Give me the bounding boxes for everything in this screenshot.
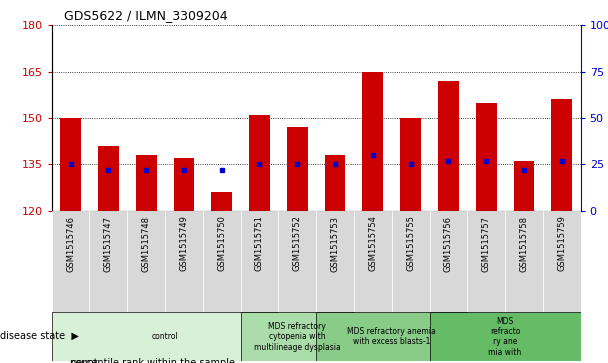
Bar xyxy=(438,81,459,211)
Bar xyxy=(551,99,572,211)
Text: GSM1515746: GSM1515746 xyxy=(66,216,75,272)
Bar xyxy=(52,211,89,312)
Text: control: control xyxy=(151,332,178,341)
Bar xyxy=(165,211,203,312)
Text: count: count xyxy=(70,358,98,363)
Text: GSM1515752: GSM1515752 xyxy=(293,216,302,272)
Text: GSM1515750: GSM1515750 xyxy=(217,216,226,272)
Bar xyxy=(89,211,127,312)
Bar xyxy=(98,146,119,211)
Bar xyxy=(505,211,543,312)
Bar xyxy=(52,312,278,361)
Text: disease state  ▶: disease state ▶ xyxy=(0,331,79,341)
Text: MDS refractory
cytopenia with
multilineage dysplasia: MDS refractory cytopenia with multilinea… xyxy=(254,322,340,352)
Bar xyxy=(212,192,232,211)
Bar xyxy=(514,161,534,211)
Bar xyxy=(429,312,581,361)
Bar xyxy=(392,211,429,312)
Bar xyxy=(476,102,497,211)
Text: GSM1515751: GSM1515751 xyxy=(255,216,264,272)
Bar xyxy=(468,211,505,312)
Bar xyxy=(203,211,241,312)
Bar xyxy=(249,115,270,211)
Bar xyxy=(325,155,345,211)
Bar xyxy=(241,211,278,312)
Bar xyxy=(287,127,308,211)
Text: MDS
refracto
ry ane
mia with: MDS refracto ry ane mia with xyxy=(488,317,522,357)
Bar xyxy=(136,155,156,211)
Text: GDS5622 / ILMN_3309204: GDS5622 / ILMN_3309204 xyxy=(64,9,227,22)
Bar xyxy=(543,211,581,312)
Text: GSM1515748: GSM1515748 xyxy=(142,216,151,272)
Text: MDS refractory anemia
with excess blasts-1: MDS refractory anemia with excess blasts… xyxy=(347,327,436,346)
Bar xyxy=(316,211,354,312)
Bar xyxy=(400,118,421,211)
Text: GSM1515759: GSM1515759 xyxy=(558,216,566,272)
Bar xyxy=(241,312,354,361)
Bar xyxy=(60,118,81,211)
Text: GSM1515757: GSM1515757 xyxy=(482,216,491,272)
Bar xyxy=(354,211,392,312)
Text: percentile rank within the sample: percentile rank within the sample xyxy=(70,358,235,363)
Text: GSM1515756: GSM1515756 xyxy=(444,216,453,272)
Bar xyxy=(316,312,468,361)
Text: GSM1515749: GSM1515749 xyxy=(179,216,188,272)
Text: GSM1515747: GSM1515747 xyxy=(104,216,113,272)
Bar xyxy=(173,158,195,211)
Text: GSM1515755: GSM1515755 xyxy=(406,216,415,272)
Text: GSM1515758: GSM1515758 xyxy=(519,216,528,272)
Bar xyxy=(429,211,468,312)
Bar xyxy=(362,72,383,211)
Text: GSM1515753: GSM1515753 xyxy=(331,216,339,272)
Bar xyxy=(127,211,165,312)
Bar xyxy=(278,211,316,312)
Text: GSM1515754: GSM1515754 xyxy=(368,216,378,272)
